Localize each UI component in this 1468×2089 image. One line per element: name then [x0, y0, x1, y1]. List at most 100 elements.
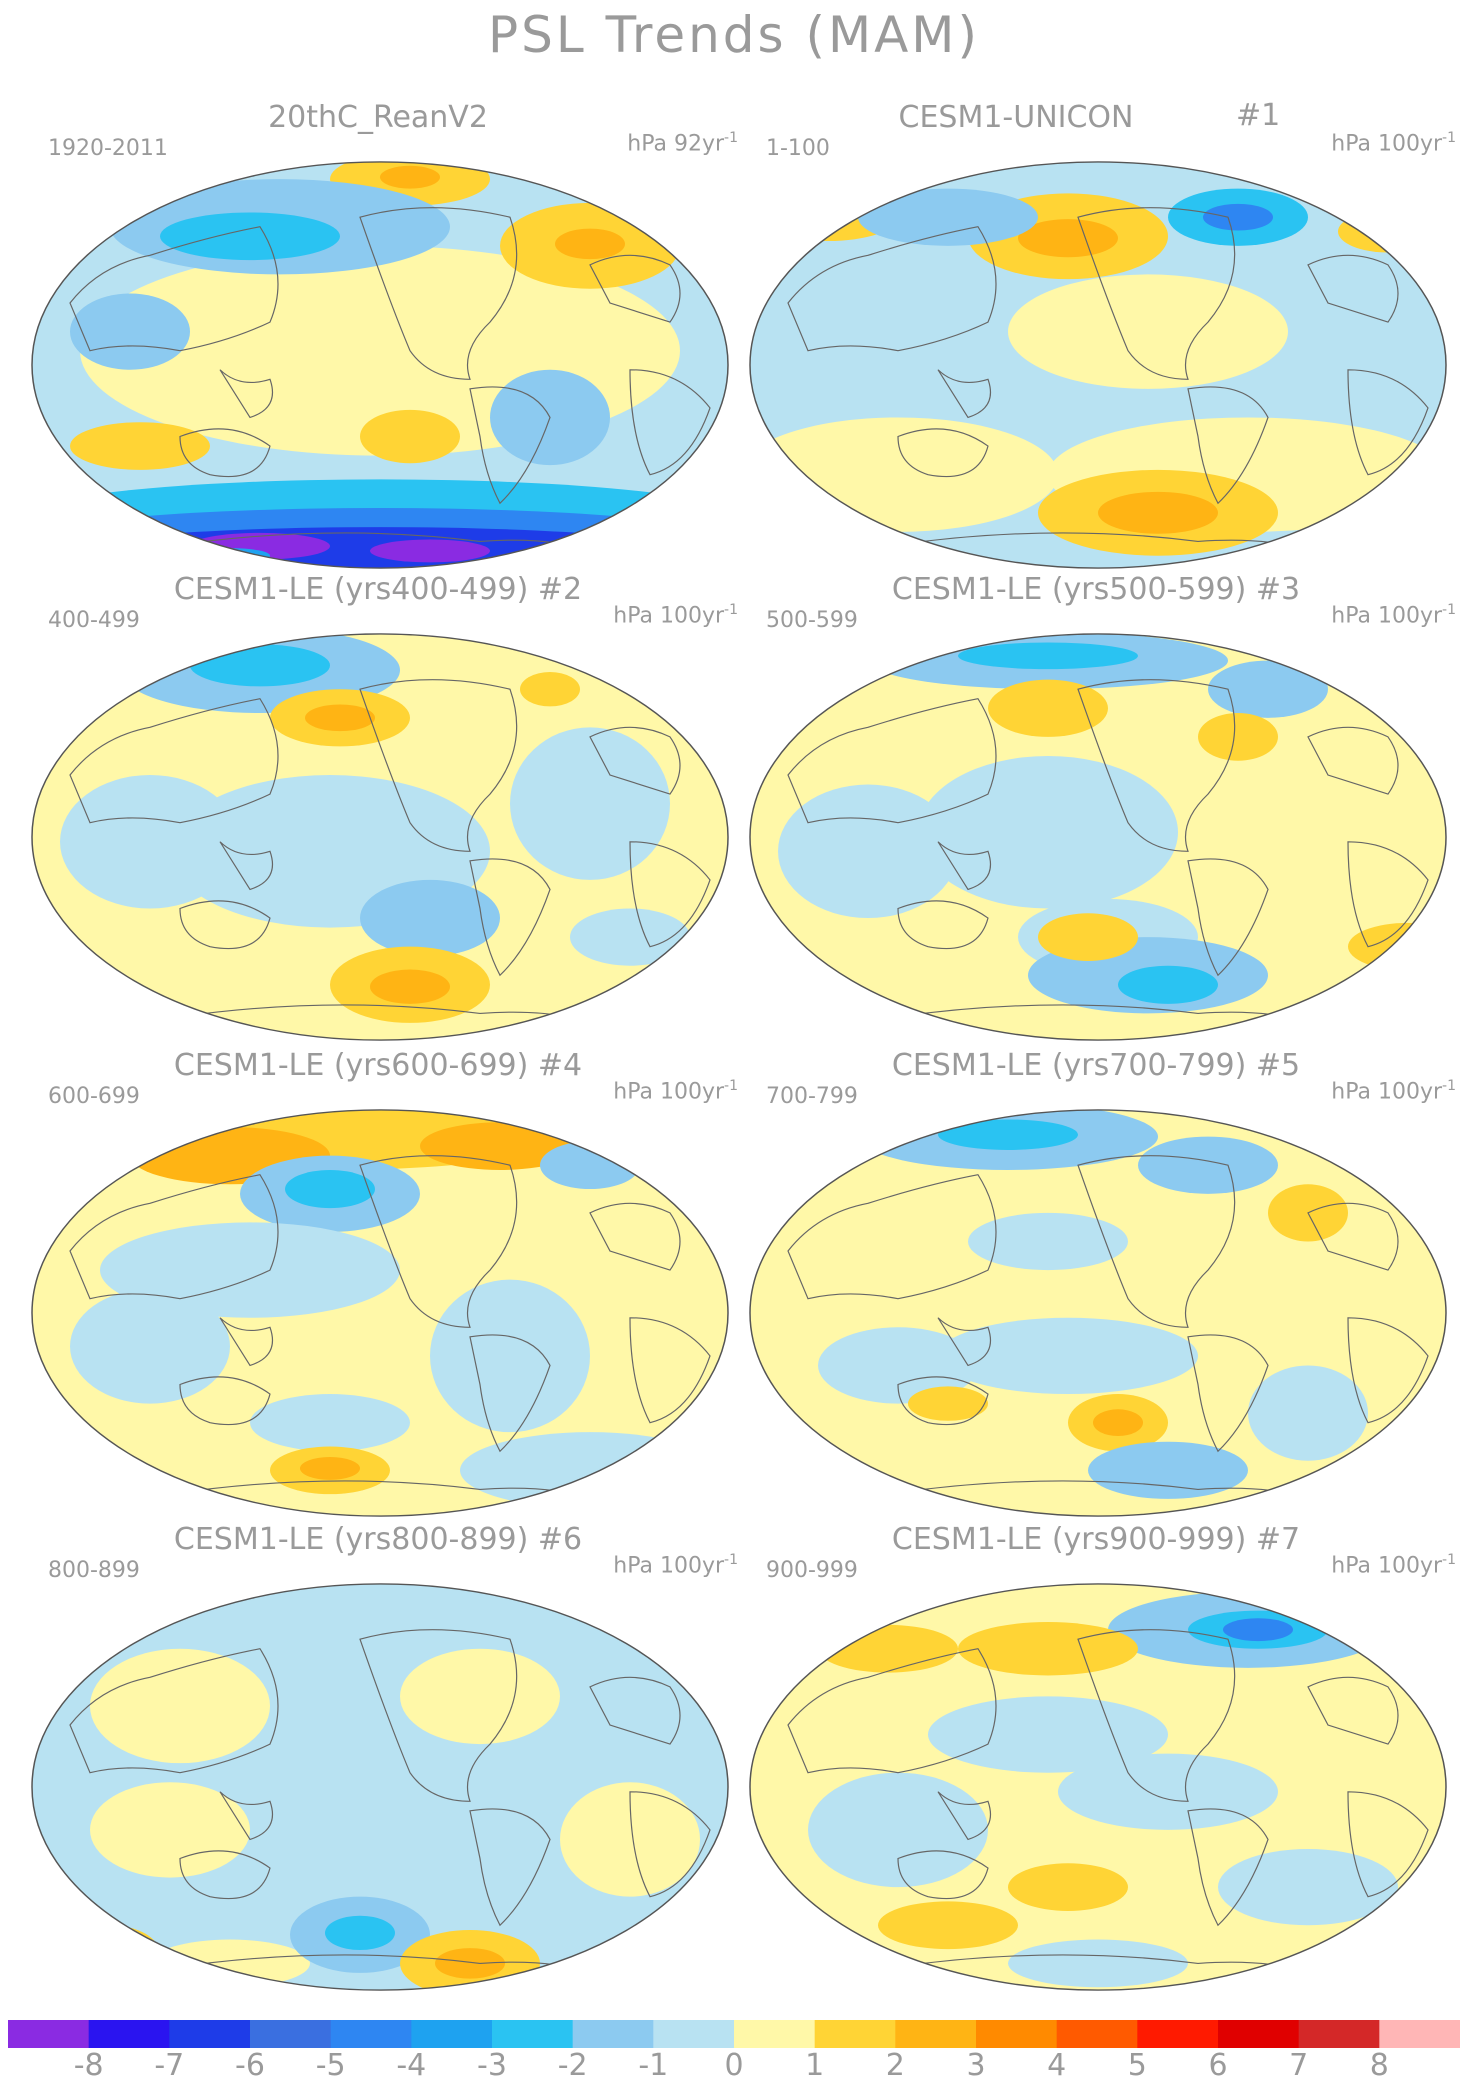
trend-contour	[918, 755, 1178, 909]
trend-contour	[1223, 1618, 1293, 1642]
coastline	[1307, 254, 1399, 323]
trend-contour	[540, 1141, 640, 1190]
panel-units: hPa 100yr-1	[613, 1078, 738, 1105]
panel-title: CESM1-LE (yrs700-799) #5	[891, 1048, 1301, 1083]
trend-contour	[1138, 1136, 1278, 1194]
colorbar-segment	[814, 2020, 896, 2048]
trend-contour	[90, 1648, 270, 1764]
trend-contour	[968, 1212, 1128, 1271]
coastline	[1347, 369, 1429, 476]
trend-contour	[818, 1624, 958, 1673]
trend-contour	[555, 228, 625, 260]
colorbar-tick-label: 1	[805, 2048, 825, 2083]
colorbar-segment	[169, 2020, 251, 2048]
map-border	[749, 161, 1447, 569]
panel-title: CESM1-UNICON	[898, 100, 1134, 135]
trend-contour	[190, 644, 330, 687]
coastline	[1307, 1202, 1399, 1271]
colorbar-segment	[330, 2020, 412, 2048]
coastline	[629, 369, 711, 476]
map-panel: CESM1-LE (yrs600-699) #4 600-699 hPa 100yr…	[18, 1048, 738, 1520]
panel-number: #1	[1236, 98, 1281, 133]
coastline	[937, 1791, 992, 1841]
trend-contour	[988, 679, 1108, 737]
trend-contour	[460, 1432, 720, 1509]
coastline	[1077, 207, 1236, 380]
colorbar-segment	[492, 2020, 574, 2048]
panel-years: 800-899	[48, 1558, 140, 1583]
trend-contour	[958, 1622, 1138, 1676]
colorbar-tick-label: 4	[1047, 2048, 1067, 2083]
map-border	[31, 1583, 729, 1991]
coastline	[179, 1376, 271, 1426]
trend-contour	[570, 908, 690, 966]
trend-contour	[1098, 491, 1218, 534]
trend-contour	[70, 422, 210, 470]
trend-contour	[1058, 1753, 1278, 1830]
coastline	[589, 1202, 681, 1271]
colorbar-tick-label: 0	[724, 2048, 744, 2083]
trend-contour	[510, 727, 670, 880]
coastline	[1347, 1317, 1429, 1424]
trend-contour	[90, 1782, 250, 1878]
colorbar-segment	[572, 2020, 654, 2048]
coastline	[629, 841, 711, 948]
trend-contour	[818, 1327, 978, 1404]
trend-contour	[400, 1648, 560, 1745]
colorbar-segment	[250, 2020, 332, 2048]
world-map	[31, 1109, 729, 1517]
trend-contour	[430, 1279, 590, 1433]
map-panel: CESM1-LE (yrs800-899) #6 800-899 hPa 100yr…	[18, 1522, 738, 1994]
panel-units: hPa 92yr-1	[627, 130, 738, 157]
world-map	[749, 633, 1447, 1041]
coastline	[179, 1850, 271, 1900]
panel-years: 600-699	[48, 1084, 140, 1109]
panel-units: hPa 100yr-1	[1331, 1078, 1456, 1105]
map-border	[31, 161, 729, 569]
coastline	[1077, 1155, 1236, 1328]
map-panel: CESM1-LE (yrs900-999) #7 900-999 hPa 100yr…	[736, 1522, 1456, 1994]
coastline	[937, 841, 992, 891]
world-map	[749, 161, 1447, 569]
coastline	[219, 841, 274, 891]
map-border	[31, 633, 729, 1041]
panel-units: hPa 100yr-1	[1331, 602, 1456, 629]
map-border	[749, 1583, 1447, 1991]
panel-title: 20thC_ReanV2	[268, 100, 488, 135]
trend-contour	[808, 1772, 988, 1888]
map-panel: CESM1-LE (yrs700-799) #5 700-799 hPa 100yr…	[736, 1048, 1456, 1520]
trend-contour	[520, 672, 580, 707]
coastline	[629, 1791, 711, 1898]
coastline	[1187, 386, 1269, 505]
colorbar-tick-label: -2	[557, 2048, 588, 2083]
colorbar-segment	[1218, 2020, 1300, 2048]
panel-years: 700-799	[766, 1084, 858, 1109]
coastline	[469, 386, 551, 505]
trend-contour	[1338, 210, 1438, 253]
map-border	[749, 633, 1447, 1041]
panel-title: CESM1-LE (yrs900-999) #7	[891, 1522, 1301, 1557]
coastline	[179, 900, 271, 950]
trend-contour	[1218, 1848, 1398, 1926]
coastline	[1187, 1808, 1269, 1927]
trend-contour	[60, 1925, 160, 1983]
trend-contour	[150, 1939, 310, 1988]
panel-years: 400-499	[48, 608, 140, 633]
trend-contour	[250, 1394, 410, 1452]
colorbar-tick-label: -7	[154, 2048, 185, 2083]
coastline	[589, 254, 681, 323]
coastline	[469, 1334, 551, 1453]
map-panel: CESM1-LE (yrs400-499) #2 400-499 hPa 100yr…	[18, 572, 738, 1044]
coastline	[787, 226, 997, 352]
colorbar-tick-label: -3	[477, 2048, 507, 2083]
panel-years: 900-999	[766, 1558, 858, 1583]
coastline	[69, 1174, 279, 1300]
panel-units: hPa 100yr-1	[1331, 130, 1456, 157]
trend-contour	[70, 1289, 230, 1404]
colorbar-segment	[976, 2020, 1058, 2048]
colorbar-segment	[411, 2020, 493, 2048]
coastline	[1307, 726, 1399, 795]
trend-contour	[1008, 1863, 1128, 1911]
trend-contour	[1203, 203, 1273, 231]
colorbar-tick-label: -4	[396, 2048, 427, 2083]
